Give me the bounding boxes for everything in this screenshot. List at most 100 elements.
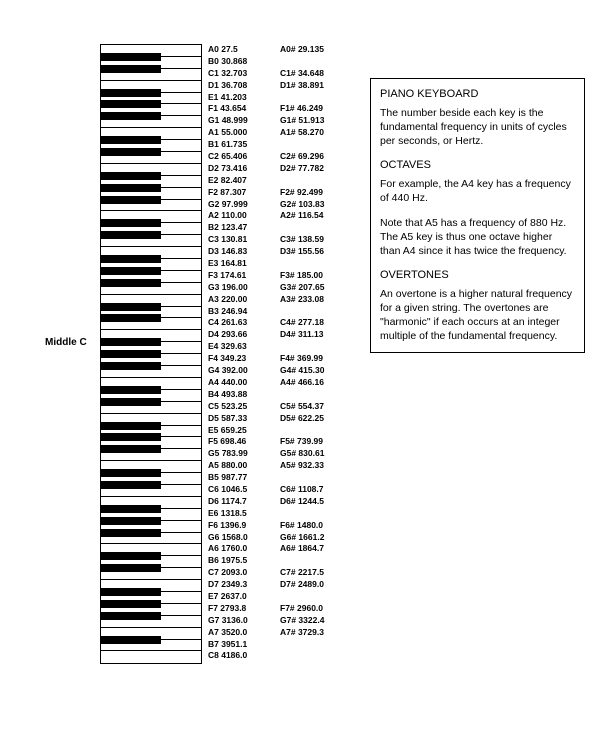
note-row: F5 698.46 bbox=[208, 436, 280, 448]
sharp-note-row: G2# 103.83 bbox=[280, 199, 360, 211]
black-key bbox=[101, 600, 161, 608]
sharp-note-row: F7# 2960.0 bbox=[280, 603, 360, 615]
note-row: E4 329.63 bbox=[208, 341, 280, 353]
note-row: A7 3520.0 bbox=[208, 627, 280, 639]
note-row: E3 164.81 bbox=[208, 258, 280, 270]
note-row: D6 1174.7 bbox=[208, 496, 280, 508]
info-heading-overtones: OVERTONES bbox=[380, 268, 575, 283]
black-key bbox=[101, 612, 161, 620]
white-key bbox=[101, 152, 201, 164]
natural-notes-column: A0 27.5B0 30.868C1 32.703D1 36.708E1 41.… bbox=[208, 44, 280, 662]
black-key bbox=[101, 529, 161, 537]
note-row: C1 32.703 bbox=[208, 68, 280, 80]
black-key bbox=[101, 100, 161, 108]
black-key bbox=[101, 112, 161, 120]
white-key bbox=[101, 318, 201, 330]
white-key bbox=[101, 449, 201, 461]
black-key bbox=[101, 184, 161, 192]
white-key bbox=[101, 533, 201, 545]
black-key bbox=[101, 196, 161, 204]
sharp-note-row: G3# 207.65 bbox=[280, 282, 360, 294]
note-row: C8 4186.0 bbox=[208, 650, 280, 662]
note-row: F1 43.654 bbox=[208, 103, 280, 115]
sharp-note-row: D4# 311.13 bbox=[280, 329, 360, 341]
blank-row bbox=[280, 258, 360, 270]
note-row: C7 2093.0 bbox=[208, 567, 280, 579]
white-key bbox=[101, 640, 201, 652]
blank-row bbox=[280, 425, 360, 437]
sharp-note-row: A2# 116.54 bbox=[280, 210, 360, 222]
black-key bbox=[101, 636, 161, 644]
note-row: G4 392.00 bbox=[208, 365, 280, 377]
note-row: F7 2793.8 bbox=[208, 603, 280, 615]
black-key bbox=[101, 422, 161, 430]
black-key bbox=[101, 362, 161, 370]
black-key bbox=[101, 552, 161, 560]
info-text-octaves-1: For example, the A4 key has a frequency … bbox=[380, 177, 575, 205]
blank-row bbox=[280, 222, 360, 234]
middle-c-label: Middle C bbox=[45, 337, 87, 348]
sharp-note-row: D1# 38.891 bbox=[280, 80, 360, 92]
note-row: G7 3136.0 bbox=[208, 615, 280, 627]
sharp-note-row: C5# 554.37 bbox=[280, 401, 360, 413]
sharp-note-row: A3# 233.08 bbox=[280, 294, 360, 306]
sharp-note-row: A1# 58.270 bbox=[280, 127, 360, 139]
sharp-notes-column: A0# 29.135 C1# 34.648D1# 38.891 F1# 46.249… bbox=[280, 44, 360, 674]
black-key bbox=[101, 517, 161, 525]
note-row: E5 659.25 bbox=[208, 425, 280, 437]
piano-keyboard bbox=[100, 44, 202, 664]
white-key bbox=[101, 651, 201, 663]
info-text-octaves-2: Note that A5 has a frequency of 880 Hz. … bbox=[380, 216, 575, 259]
note-row: G5 783.99 bbox=[208, 448, 280, 460]
info-heading-octaves: OCTAVES bbox=[380, 158, 575, 173]
note-row: B4 493.88 bbox=[208, 389, 280, 401]
note-row: B2 123.47 bbox=[208, 222, 280, 234]
sharp-note-row: A6# 1864.7 bbox=[280, 543, 360, 555]
black-key bbox=[101, 398, 161, 406]
note-row: C6 1046.5 bbox=[208, 484, 280, 496]
white-key bbox=[101, 616, 201, 628]
sharp-note-row: C1# 34.648 bbox=[280, 68, 360, 80]
blank-row bbox=[280, 389, 360, 401]
sharp-note-row: C4# 277.18 bbox=[280, 317, 360, 329]
sharp-note-row: A5# 932.33 bbox=[280, 460, 360, 472]
black-key bbox=[101, 314, 161, 322]
sharp-note-row: C2# 69.296 bbox=[280, 151, 360, 163]
sharp-note-row: G1# 51.913 bbox=[280, 115, 360, 127]
note-row: C5 523.25 bbox=[208, 401, 280, 413]
note-row: D2 73.416 bbox=[208, 163, 280, 175]
sharp-note-row: G7# 3322.4 bbox=[280, 615, 360, 627]
blank-row bbox=[280, 341, 360, 353]
note-row: E1 41.203 bbox=[208, 92, 280, 104]
black-key bbox=[101, 303, 161, 311]
note-row: D7 2349.3 bbox=[208, 579, 280, 591]
black-key bbox=[101, 65, 161, 73]
note-row: B7 3951.1 bbox=[208, 639, 280, 651]
white-key bbox=[101, 568, 201, 580]
black-key bbox=[101, 350, 161, 358]
sharp-note-row: F2# 92.499 bbox=[280, 187, 360, 199]
blank-row bbox=[280, 92, 360, 104]
sharp-note-row: A0# 29.135 bbox=[280, 44, 360, 56]
sharp-note-row: C6# 1108.7 bbox=[280, 484, 360, 496]
sharp-note-row: F1# 46.249 bbox=[280, 103, 360, 115]
blank-row bbox=[280, 650, 360, 662]
white-key bbox=[101, 366, 201, 378]
sharp-note-row: D5# 622.25 bbox=[280, 413, 360, 425]
white-key bbox=[101, 402, 201, 414]
note-row: A0 27.5 bbox=[208, 44, 280, 56]
note-row: E6 1318.5 bbox=[208, 508, 280, 520]
black-key bbox=[101, 338, 161, 346]
note-row: F2 87.307 bbox=[208, 187, 280, 199]
note-row: D5 587.33 bbox=[208, 413, 280, 425]
note-row: G3 196.00 bbox=[208, 282, 280, 294]
sharp-note-row: G5# 830.61 bbox=[280, 448, 360, 460]
note-row: B3 246.94 bbox=[208, 306, 280, 318]
black-key bbox=[101, 445, 161, 453]
black-key bbox=[101, 172, 161, 180]
blank-row bbox=[280, 508, 360, 520]
sharp-note-row: F4# 369.99 bbox=[280, 353, 360, 365]
info-text-overtones: An overtone is a higher natural frequenc… bbox=[380, 287, 575, 344]
black-key bbox=[101, 255, 161, 263]
blank-row bbox=[280, 56, 360, 68]
